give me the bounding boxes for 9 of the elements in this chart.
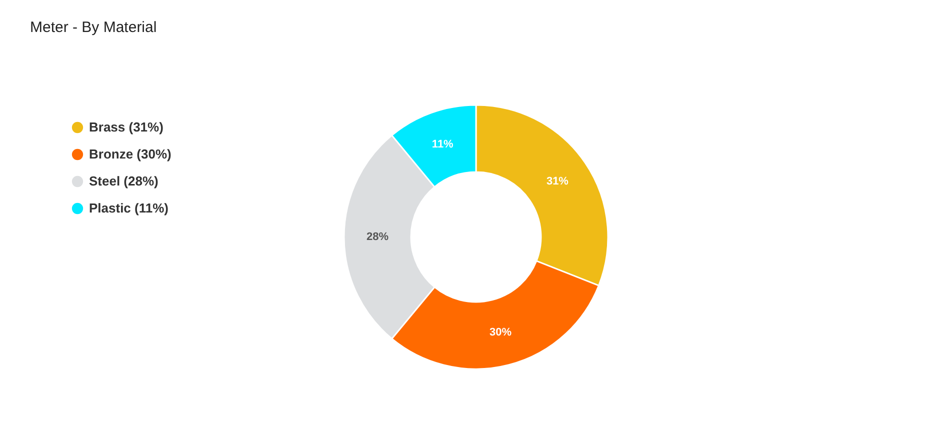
data-label: 30%	[489, 326, 512, 338]
legend-label: Brass (31%)	[89, 120, 164, 134]
data-label: 31%	[546, 176, 569, 188]
legend-label: Steel (28%)	[89, 174, 158, 188]
chart-title: Meter - By Material	[30, 19, 157, 36]
legend-label: Plastic (11%)	[89, 200, 168, 216]
data-label: 28%	[366, 231, 389, 243]
legend-label: Bronze (30%)	[89, 146, 172, 162]
data-label: 11%	[432, 138, 454, 150]
